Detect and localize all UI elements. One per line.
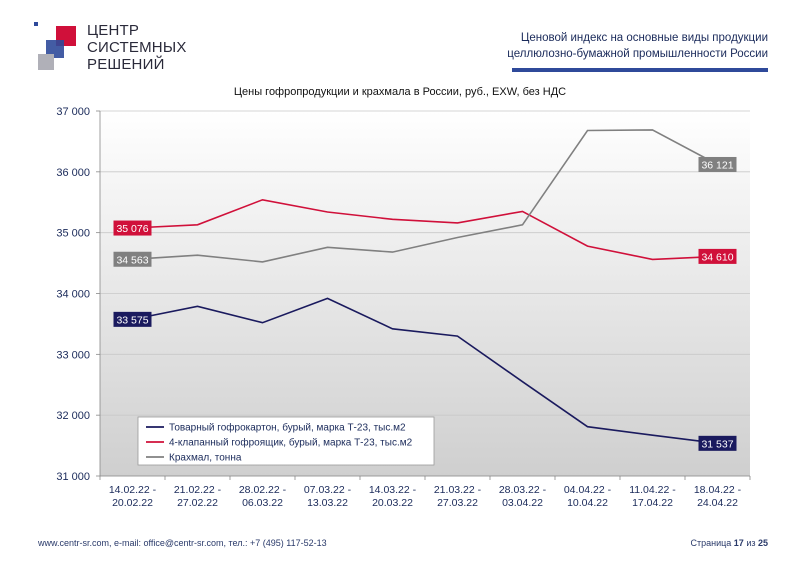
x-tick-label-line: 03.04.22 <box>502 497 543 509</box>
page-num: 17 <box>733 538 744 548</box>
header-line-1: Ценовой индекс на основные виды продукци… <box>520 32 768 44</box>
report-header: Ценовой индекс на основные виды продукци… <box>438 30 768 62</box>
logo-line-1: ЦЕНТР <box>87 22 140 39</box>
logo-squares-icon <box>34 22 76 70</box>
data-labels: 33 575 31 537 35 076 34 610 34 563 36 121 <box>113 156 737 451</box>
x-tick-label-line: 14.02.22 - <box>109 484 157 496</box>
legend: Товарный гофрокартон, бурый, марка Т-23,… <box>137 416 435 466</box>
x-tick-label-line: 21.02.22 - <box>174 484 222 496</box>
series-line-2 <box>132 198 718 261</box>
x-tick-label-line: 14.03.22 - <box>369 484 417 496</box>
x-tick-label-line: 27.02.22 <box>177 497 218 509</box>
data-label-box <box>113 251 152 267</box>
data-label-text: 34 610 <box>701 251 733 263</box>
x-tick-label-line: 11.04.22 - <box>629 484 676 496</box>
x-axis: 14.02.22 -20.02.22 21.02.22 -27.02.22 28.0… <box>99 475 751 509</box>
header-bar <box>512 68 768 72</box>
logo-line-2: СИСТЕМНЫХ <box>87 39 187 56</box>
x-tick-label-line: 21.03.22 - <box>434 484 482 496</box>
data-label: 36 121 <box>698 156 737 172</box>
x-tick-label: 28.03.22 -03.04.22 <box>499 484 547 509</box>
x-tick-label: 28.02.22 -06.03.22 <box>239 484 287 509</box>
of-label: из <box>746 538 756 548</box>
x-tick-label-line: 27.03.22 <box>437 497 478 509</box>
header-line-2: целлюлозно-бумажной промышленности Росси… <box>507 48 768 60</box>
x-tick-label-line: 06.03.22 <box>242 497 283 509</box>
legend-label-3: Крахмал, тонна <box>169 453 242 464</box>
x-tick-label: 21.02.22 -27.02.22 <box>174 484 222 509</box>
x-tick-label: 14.03.22 -20.03.22 <box>369 484 417 509</box>
footer-contacts: www.centr-sr.com, e-mail: office@centr-s… <box>38 538 327 548</box>
y-axis: 31 000 32 000 33 000 34 000 35 000 36 000 37 0… <box>56 106 101 483</box>
y-tick-label: 32 000 <box>56 410 90 422</box>
x-tick-label: 07.03.22 -13.03.22 <box>304 484 352 509</box>
data-label-text: 31 537 <box>701 438 733 450</box>
x-tick-label-line: 10.04.22 <box>567 497 608 509</box>
data-label: 35 076 <box>113 220 152 236</box>
chart-title: Цены гофропродукции и крахмала в России,… <box>234 86 566 98</box>
x-tick-label-line: 17.04.22 <box>632 497 673 509</box>
data-label-box <box>113 311 152 327</box>
series-lines <box>132 129 718 445</box>
logo-line-3: РЕШЕНИЙ <box>87 56 165 73</box>
data-label-text: 36 121 <box>701 159 733 171</box>
x-tick-label: 04.04.22 -10.04.22 <box>564 484 612 509</box>
x-tick-label-line: 07.03.22 - <box>304 484 352 496</box>
x-tick-label-line: 28.03.22 - <box>499 484 547 496</box>
y-tick-label: 36 000 <box>56 167 90 179</box>
x-tick-label-line: 20.02.22 <box>112 497 153 509</box>
data-label-text: 33 575 <box>116 314 148 326</box>
legend-box <box>137 416 435 466</box>
y-tick-label: 37 000 <box>56 106 90 118</box>
y-tick-label: 31 000 <box>56 471 90 483</box>
legend-label-1: Товарный гофрокартон, бурый, марка Т-23,… <box>169 422 406 434</box>
x-tick-label-line: 28.02.22 - <box>239 484 287 496</box>
x-tick-label-line: 13.03.22 <box>307 497 348 509</box>
data-label-box <box>698 435 737 451</box>
x-tick-label: 18.04.22 -24.04.22 <box>694 484 742 509</box>
data-label-text: 34 563 <box>116 254 148 266</box>
data-label-box <box>113 220 152 236</box>
data-label-box <box>698 156 737 172</box>
company-logo: ЦЕНТР СИСТЕМНЫХ РЕШЕНИЙ <box>34 22 187 77</box>
y-tick-label: 35 000 <box>56 228 90 240</box>
series-line-1 <box>132 297 718 445</box>
data-label: 34 563 <box>113 251 152 267</box>
data-label-text: 35 076 <box>116 223 148 235</box>
legend-label-2: 4-клапанный гофроящик, бурый, марка Т-23… <box>169 437 413 449</box>
x-tick-label-line: 18.04.22 - <box>694 484 742 496</box>
data-label-box <box>698 248 737 264</box>
data-label: 33 575 <box>113 311 152 327</box>
x-tick-label: 21.03.22 -27.03.22 <box>434 484 482 509</box>
data-label: 31 537 <box>698 435 737 451</box>
data-label: 34 610 <box>698 248 737 264</box>
line-chart: Цены гофропродукции и крахмала в России,… <box>56 86 751 509</box>
x-tick-label-line: 04.04.22 - <box>564 484 612 496</box>
x-tick-label: 11.04.22 -17.04.22 <box>629 484 676 509</box>
x-tick-label-line: 24.04.22 <box>697 497 738 509</box>
series-line-3 <box>132 129 718 263</box>
x-tick-label: 14.02.22 -20.02.22 <box>109 484 157 509</box>
x-tick-label-line: 20.03.22 <box>372 497 413 509</box>
y-tick-label: 34 000 <box>56 289 90 301</box>
logo-text: ЦЕНТР СИСТЕМНЫХ РЕШЕНИЙ <box>87 22 187 73</box>
page-label: Страница <box>690 538 732 548</box>
y-tick-label: 33 000 <box>56 349 90 361</box>
page-total: 25 <box>757 538 768 548</box>
footer-page-number: Страница 17 из 25 <box>690 538 768 548</box>
